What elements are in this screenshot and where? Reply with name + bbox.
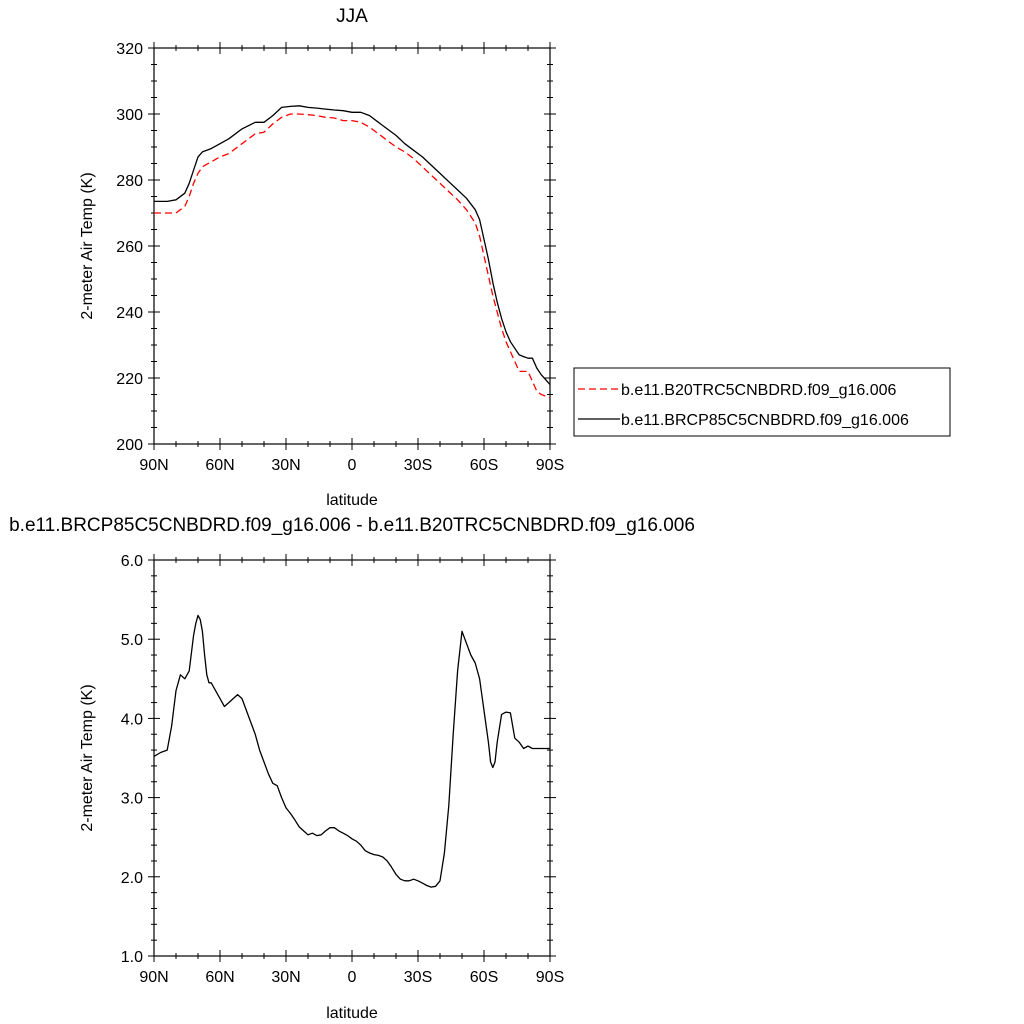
top-y-axis-label: 2-meter Air Temp (K) bbox=[79, 172, 96, 319]
top-xtick-label: 60S bbox=[470, 457, 498, 474]
bottom-xtick-label: 30N bbox=[271, 969, 300, 986]
legend-box bbox=[573, 367, 951, 437]
bottom-xtick-label: 90N bbox=[139, 969, 168, 986]
top-y-tick-labels: 200 220 240 260 280 300 320 bbox=[116, 41, 143, 454]
top-xtick-label: 90S bbox=[536, 457, 564, 474]
bottom-ticks bbox=[148, 554, 556, 962]
top-xtick-label: 0 bbox=[348, 457, 357, 474]
bottom-xtick-label: 0 bbox=[348, 969, 357, 986]
top-x-tick-labels: 90N 60N 30N 0 30S 60S 90S bbox=[139, 457, 564, 474]
top-ytick-label: 220 bbox=[116, 371, 143, 388]
top-series-line-0 bbox=[154, 113, 551, 399]
top-ytick-label: 300 bbox=[116, 107, 143, 124]
bottom-y-tick-labels: 1.0 2.0 3.0 4.0 5.0 6.0 bbox=[121, 553, 143, 966]
bottom-xtick-label: 60N bbox=[205, 969, 234, 986]
bottom-ytick-label: 5.0 bbox=[121, 632, 143, 649]
legend-label-b20trc: b.e11.B20TRC5CNBDRD.f09_g16.006 bbox=[621, 382, 897, 399]
bottom-series-line-0 bbox=[153, 614, 550, 888]
bottom-ytick-label: 6.0 bbox=[121, 553, 143, 570]
bottom-ytick-label: 2.0 bbox=[121, 870, 143, 887]
top-plot-frame bbox=[153, 47, 551, 445]
top-panel: JJA 200 220 240 260 280 300 320 90N 60N 30N 0 30S 6… bbox=[79, 6, 564, 509]
bottom-xtick-label: 90S bbox=[536, 969, 564, 986]
bottom-y-axis-label: 2-meter Air Temp (K) bbox=[79, 684, 96, 831]
legend-label-brcp85: b.e11.BRCP85C5CNBDRD.f09_g16.006 bbox=[621, 412, 909, 429]
bottom-x-axis-label: latitude bbox=[326, 1005, 378, 1022]
bottom-series-group bbox=[153, 614, 550, 888]
legend: b.e11.B20TRC5CNBDRD.f09_g16.006 b.e11.BR… bbox=[573, 367, 951, 437]
top-xtick-label: 30N bbox=[271, 457, 300, 474]
top-ytick-label: 240 bbox=[116, 305, 143, 322]
top-ticks bbox=[148, 42, 556, 450]
bottom-ytick-label: 3.0 bbox=[121, 791, 143, 808]
bottom-ytick-label: 1.0 bbox=[121, 949, 143, 966]
bottom-xtick-label: 30S bbox=[404, 969, 432, 986]
top-xtick-label: 90N bbox=[139, 457, 168, 474]
bottom-chart-title: b.e11.BRCP85C5CNBDRD.f09_g16.006 - b.e11… bbox=[9, 515, 695, 536]
top-series-line-1 bbox=[154, 105, 551, 386]
top-ytick-label: 320 bbox=[116, 41, 143, 58]
top-ytick-label: 260 bbox=[116, 239, 143, 256]
top-ytick-label: 200 bbox=[116, 437, 143, 454]
top-series-group bbox=[154, 105, 551, 399]
top-chart-title: JJA bbox=[336, 6, 368, 27]
bottom-panel: b.e11.BRCP85C5CNBDRD.f09_g16.006 - b.e11… bbox=[9, 515, 695, 1022]
top-xtick-label: 30S bbox=[404, 457, 432, 474]
top-x-axis-label: latitude bbox=[326, 492, 378, 509]
bottom-xtick-label: 60S bbox=[470, 969, 498, 986]
bottom-x-tick-labels: 90N 60N 30N 0 30S 60S 90S bbox=[139, 969, 564, 986]
top-xtick-label: 60N bbox=[205, 457, 234, 474]
bottom-ytick-label: 4.0 bbox=[121, 711, 143, 728]
top-ytick-label: 280 bbox=[116, 173, 143, 190]
